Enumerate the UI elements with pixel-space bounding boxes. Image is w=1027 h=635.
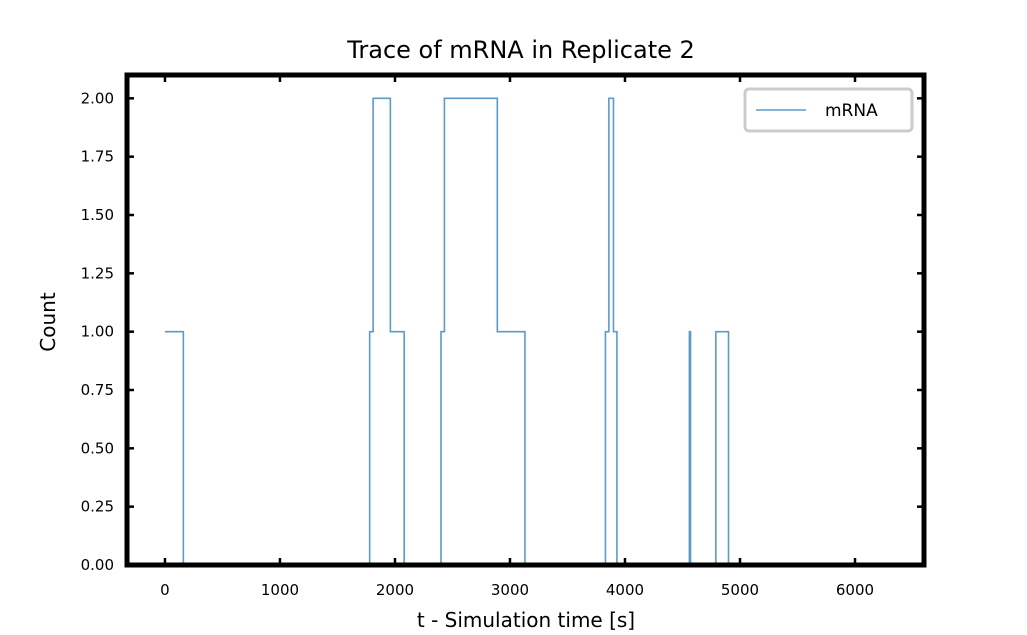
y-tick-label: 1.75	[81, 148, 114, 166]
legend-box	[743, 87, 914, 133]
y-axis-label: Count	[36, 292, 60, 352]
ticks-layer: 0 1000 2000 3000 4000 5000 6000 0.00 0.25 0.50 0.7…	[81, 75, 924, 599]
x-tick-label: 5000	[721, 581, 759, 599]
x-axis-label: t - Simulation time [s]	[417, 608, 635, 632]
x-tick-label: 4000	[606, 581, 644, 599]
y-tick-label: 2.00	[81, 89, 114, 107]
x-tick-label: 3000	[491, 581, 529, 599]
y-tick-label: 1.00	[81, 323, 114, 341]
series-line-mrna	[164, 97, 730, 566]
legend-label-mrna: mRNA	[825, 101, 878, 121]
x-tick-label: 0	[160, 581, 170, 599]
plot-frame	[124, 72, 927, 568]
y-tick-label: 1.25	[81, 264, 114, 282]
series-layer	[164, 97, 730, 566]
x-tick-label: 1000	[261, 581, 299, 599]
x-tick-label: 2000	[376, 581, 414, 599]
legend: mRNA	[743, 87, 914, 133]
y-tick-label: 1.50	[81, 206, 114, 224]
y-tick-label: 0.00	[81, 556, 114, 574]
y-tick-label: 0.25	[81, 498, 114, 516]
x-tick-label: 6000	[836, 581, 874, 599]
chart-title: Trace of mRNA in Replicate 2	[346, 36, 695, 64]
y-tick-label: 0.50	[81, 439, 114, 457]
y-tick-label: 0.75	[81, 381, 114, 399]
